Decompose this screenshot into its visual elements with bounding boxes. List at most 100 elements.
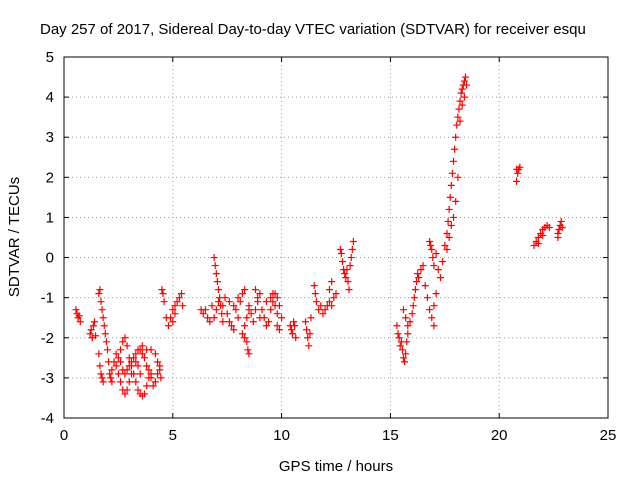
- data-point: [460, 93, 468, 101]
- data-point: [447, 221, 455, 229]
- y-tick-label: -4: [41, 410, 54, 427]
- data-point: [136, 370, 144, 378]
- data-point: [89, 322, 97, 330]
- data-point: [143, 382, 151, 390]
- data-point: [214, 286, 222, 294]
- data-point: [210, 314, 218, 322]
- data-point: [134, 386, 142, 394]
- data-point: [245, 350, 253, 358]
- data-point: [410, 294, 418, 302]
- data-point: [443, 246, 451, 254]
- data-point: [429, 254, 437, 262]
- data-point: [393, 322, 401, 330]
- data-point: [154, 370, 162, 378]
- data-point: [247, 310, 255, 318]
- data-point: [332, 290, 340, 298]
- data-point: [201, 306, 209, 314]
- data-point: [90, 318, 98, 326]
- data-point: [132, 350, 140, 358]
- data-point: [348, 246, 356, 254]
- data-point: [409, 302, 417, 310]
- data-point: [238, 290, 246, 298]
- data-point: [147, 346, 155, 354]
- data-point: [426, 238, 434, 246]
- data-point: [130, 354, 138, 362]
- data-point: [132, 358, 140, 366]
- data-point: [269, 298, 277, 306]
- data-point: [241, 322, 249, 330]
- data-point: [291, 322, 299, 330]
- data-point: [414, 270, 422, 278]
- data-point: [534, 240, 542, 248]
- x-tick-label: 20: [491, 427, 508, 444]
- data-point: [396, 342, 404, 350]
- data-point: [98, 374, 106, 382]
- data-point: [408, 310, 416, 318]
- data-point: [343, 266, 351, 274]
- data-point: [321, 306, 329, 314]
- data-point: [452, 133, 460, 141]
- data-point: [428, 246, 436, 254]
- data-point: [169, 306, 177, 314]
- data-point: [434, 266, 442, 274]
- data-point: [342, 274, 350, 282]
- data-point: [232, 306, 240, 314]
- data-point: [159, 290, 167, 298]
- data-point: [245, 302, 253, 310]
- x-tick-label: 0: [60, 427, 68, 444]
- data-point: [311, 290, 319, 298]
- data-point: [95, 350, 103, 358]
- data-point: [212, 270, 220, 278]
- data-point: [457, 89, 465, 97]
- data-point: [452, 197, 460, 205]
- data-point: [141, 354, 149, 362]
- data-point: [175, 294, 183, 302]
- data-point: [117, 358, 125, 366]
- y-tick-label: 4: [46, 89, 54, 106]
- data-point: [102, 338, 110, 346]
- data-point: [328, 278, 336, 286]
- data-point: [243, 314, 251, 322]
- data-point: [456, 97, 464, 105]
- data-point: [87, 326, 95, 334]
- data-point: [136, 346, 144, 354]
- y-tick-label: -2: [41, 330, 54, 347]
- data-point: [290, 318, 298, 326]
- x-tick-label: 10: [273, 427, 290, 444]
- data-point: [99, 378, 107, 386]
- data-point: [219, 318, 227, 326]
- data-point: [534, 234, 542, 241]
- plot-frame: [63, 56, 609, 419]
- data-point: [302, 318, 310, 326]
- data-point: [317, 302, 325, 310]
- data-point: [306, 330, 314, 338]
- data-point: [138, 342, 146, 350]
- data-point: [530, 242, 538, 250]
- grid-lines: [64, 57, 608, 418]
- data-point: [454, 173, 462, 181]
- data-point: [258, 306, 266, 314]
- data-point: [147, 374, 155, 382]
- data-point: [443, 229, 451, 237]
- data-point: [273, 310, 281, 318]
- data-point: [100, 322, 108, 330]
- data-point: [244, 346, 252, 354]
- data-point: [179, 302, 187, 310]
- data-point: [214, 298, 222, 306]
- data-point: [448, 169, 456, 177]
- data-point: [307, 314, 315, 322]
- data-point: [345, 286, 353, 294]
- data-point: [254, 294, 262, 302]
- data-point: [421, 282, 429, 290]
- data-point: [432, 290, 440, 298]
- data-point: [225, 298, 233, 306]
- data-point: [112, 362, 120, 370]
- data-point: [121, 390, 129, 398]
- data-point: [119, 338, 127, 346]
- data-point: [514, 169, 522, 177]
- data-point: [121, 370, 129, 378]
- data-point: [287, 326, 295, 334]
- data-point: [319, 310, 327, 318]
- data-point: [108, 366, 116, 374]
